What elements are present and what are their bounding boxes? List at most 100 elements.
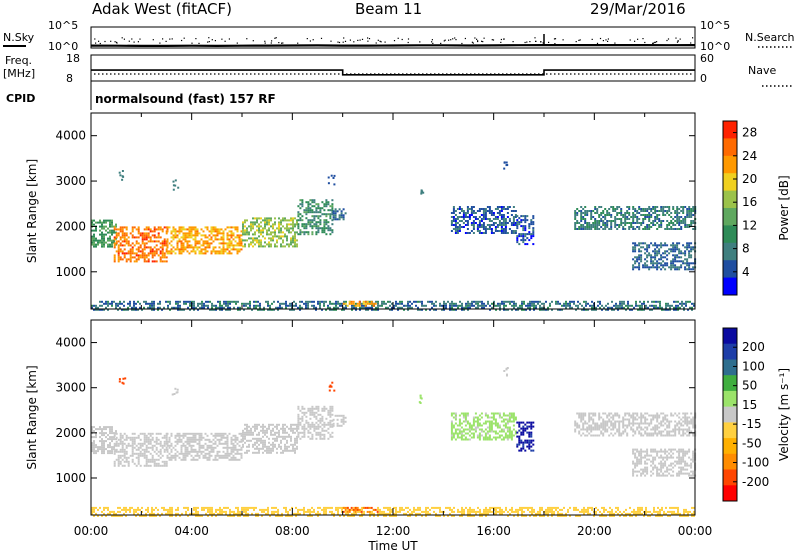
range-gate-cell bbox=[569, 306, 571, 309]
range-gate-cell bbox=[143, 300, 145, 303]
range-gate-cell bbox=[165, 438, 168, 441]
range-gate-cell bbox=[458, 422, 461, 425]
range-gate-cell bbox=[244, 245, 246, 248]
range-gate-cell bbox=[454, 418, 457, 421]
range-gate-cell bbox=[319, 227, 322, 230]
range-gate-cell bbox=[341, 308, 343, 311]
range-gate-cell bbox=[644, 412, 647, 415]
range-gate-cell bbox=[131, 432, 134, 435]
range-gate-cell bbox=[620, 432, 623, 435]
range-gate-cell bbox=[228, 252, 231, 255]
range-gate-cell bbox=[274, 231, 276, 234]
range-gate-cell bbox=[666, 414, 669, 417]
range-gate-cell bbox=[101, 450, 103, 453]
range-gate-cell bbox=[329, 433, 332, 436]
range-gate-cell bbox=[319, 433, 322, 436]
range-gate-cell bbox=[606, 224, 609, 226]
range-gate-cell bbox=[305, 411, 308, 414]
range-gate-cell bbox=[674, 428, 677, 431]
range-gate-cell bbox=[594, 428, 597, 431]
range-gate-cell bbox=[580, 428, 583, 431]
range-gate-cell bbox=[492, 224, 495, 226]
range-gate-cell bbox=[634, 214, 637, 216]
range-gate-cell bbox=[539, 308, 541, 311]
nsearch-point bbox=[246, 38, 248, 40]
range-gate-cell bbox=[178, 248, 181, 251]
range-gate-cell bbox=[166, 228, 169, 231]
range-gate-cell bbox=[121, 302, 123, 305]
range-gate-cell bbox=[220, 434, 223, 437]
range-gate-cell bbox=[194, 252, 197, 255]
range-gate-cell bbox=[198, 240, 201, 243]
range-gate-cell bbox=[256, 437, 258, 440]
range-gate-cell bbox=[145, 446, 148, 449]
range-gate-cell bbox=[450, 220, 453, 222]
range-gate-cell bbox=[367, 308, 369, 311]
range-gate-cell bbox=[490, 210, 493, 212]
range-gate-cell bbox=[109, 444, 111, 447]
range-gate-cell bbox=[226, 446, 229, 449]
range-gate-cell bbox=[606, 420, 609, 423]
range-gate-cell bbox=[604, 228, 607, 230]
range-gate-cell bbox=[212, 448, 215, 451]
range-gate-cell bbox=[483, 304, 485, 307]
range-gate-cell bbox=[236, 234, 239, 237]
range-gate-cell bbox=[522, 233, 525, 236]
range-gate-cell bbox=[608, 434, 611, 437]
range-gate-cell bbox=[111, 300, 113, 303]
range-gate-cell bbox=[208, 444, 211, 447]
range-gate-cell bbox=[565, 300, 567, 303]
range-gate-cell bbox=[269, 306, 271, 309]
range-gate-cell bbox=[674, 424, 677, 427]
range-gate-cell bbox=[121, 464, 124, 467]
range-gate-cell bbox=[342, 422, 345, 425]
range-gate-cell bbox=[125, 258, 128, 261]
range-gate-cell bbox=[590, 228, 593, 230]
range-gate-cell bbox=[620, 224, 623, 226]
range-gate-cell bbox=[449, 304, 451, 307]
range-gate-cell bbox=[161, 228, 164, 231]
range-gate-cell bbox=[248, 237, 250, 240]
range-gate-cell bbox=[117, 254, 120, 257]
range-gate-cell bbox=[645, 306, 647, 309]
range-gate-cell bbox=[268, 217, 270, 220]
range-gate-cell bbox=[584, 428, 587, 431]
range-gate-cell bbox=[597, 304, 599, 307]
range-gate-cell bbox=[93, 243, 95, 246]
range-gate-cell bbox=[670, 222, 673, 224]
range-gate-cell bbox=[512, 420, 515, 423]
range-gate-cell bbox=[616, 414, 619, 417]
range-gate-cell bbox=[284, 235, 286, 238]
range-gate-cell bbox=[630, 416, 633, 419]
range-gate-cell bbox=[121, 240, 124, 243]
range-gate-cell bbox=[478, 224, 481, 226]
range-gate-cell bbox=[595, 308, 597, 311]
range-gate-cell bbox=[598, 206, 601, 208]
nsearch-point bbox=[181, 39, 183, 42]
range-gate-cell bbox=[190, 228, 193, 231]
range-gate-cell bbox=[580, 212, 583, 214]
range-gate-cell bbox=[196, 454, 199, 457]
range-gate-cell bbox=[276, 431, 278, 434]
range-gate-cell bbox=[668, 208, 671, 210]
range-gate-cell bbox=[325, 203, 328, 206]
range-gate-cell bbox=[351, 306, 353, 309]
range-gate-cell bbox=[168, 456, 171, 459]
range-gate-cell bbox=[309, 211, 312, 214]
range-gate-cell bbox=[290, 217, 292, 220]
range-gate-cell bbox=[309, 413, 312, 416]
range-gate-cell bbox=[574, 228, 577, 230]
range-gate-cell bbox=[492, 422, 495, 425]
range-gate-cell bbox=[196, 438, 199, 441]
range-gate-cell bbox=[125, 452, 128, 455]
range-gate-cell bbox=[299, 300, 301, 303]
range-gate-cell bbox=[666, 212, 669, 214]
range-gate-cell bbox=[356, 304, 359, 307]
range-gate-cell bbox=[192, 248, 195, 251]
range-gate-cell bbox=[660, 226, 663, 228]
range-gate-cell bbox=[286, 219, 288, 222]
range-gate-cell bbox=[117, 248, 120, 251]
range-gate-cell bbox=[293, 300, 295, 303]
range-gate-cell bbox=[284, 443, 286, 446]
range-gate-cell bbox=[180, 244, 183, 247]
